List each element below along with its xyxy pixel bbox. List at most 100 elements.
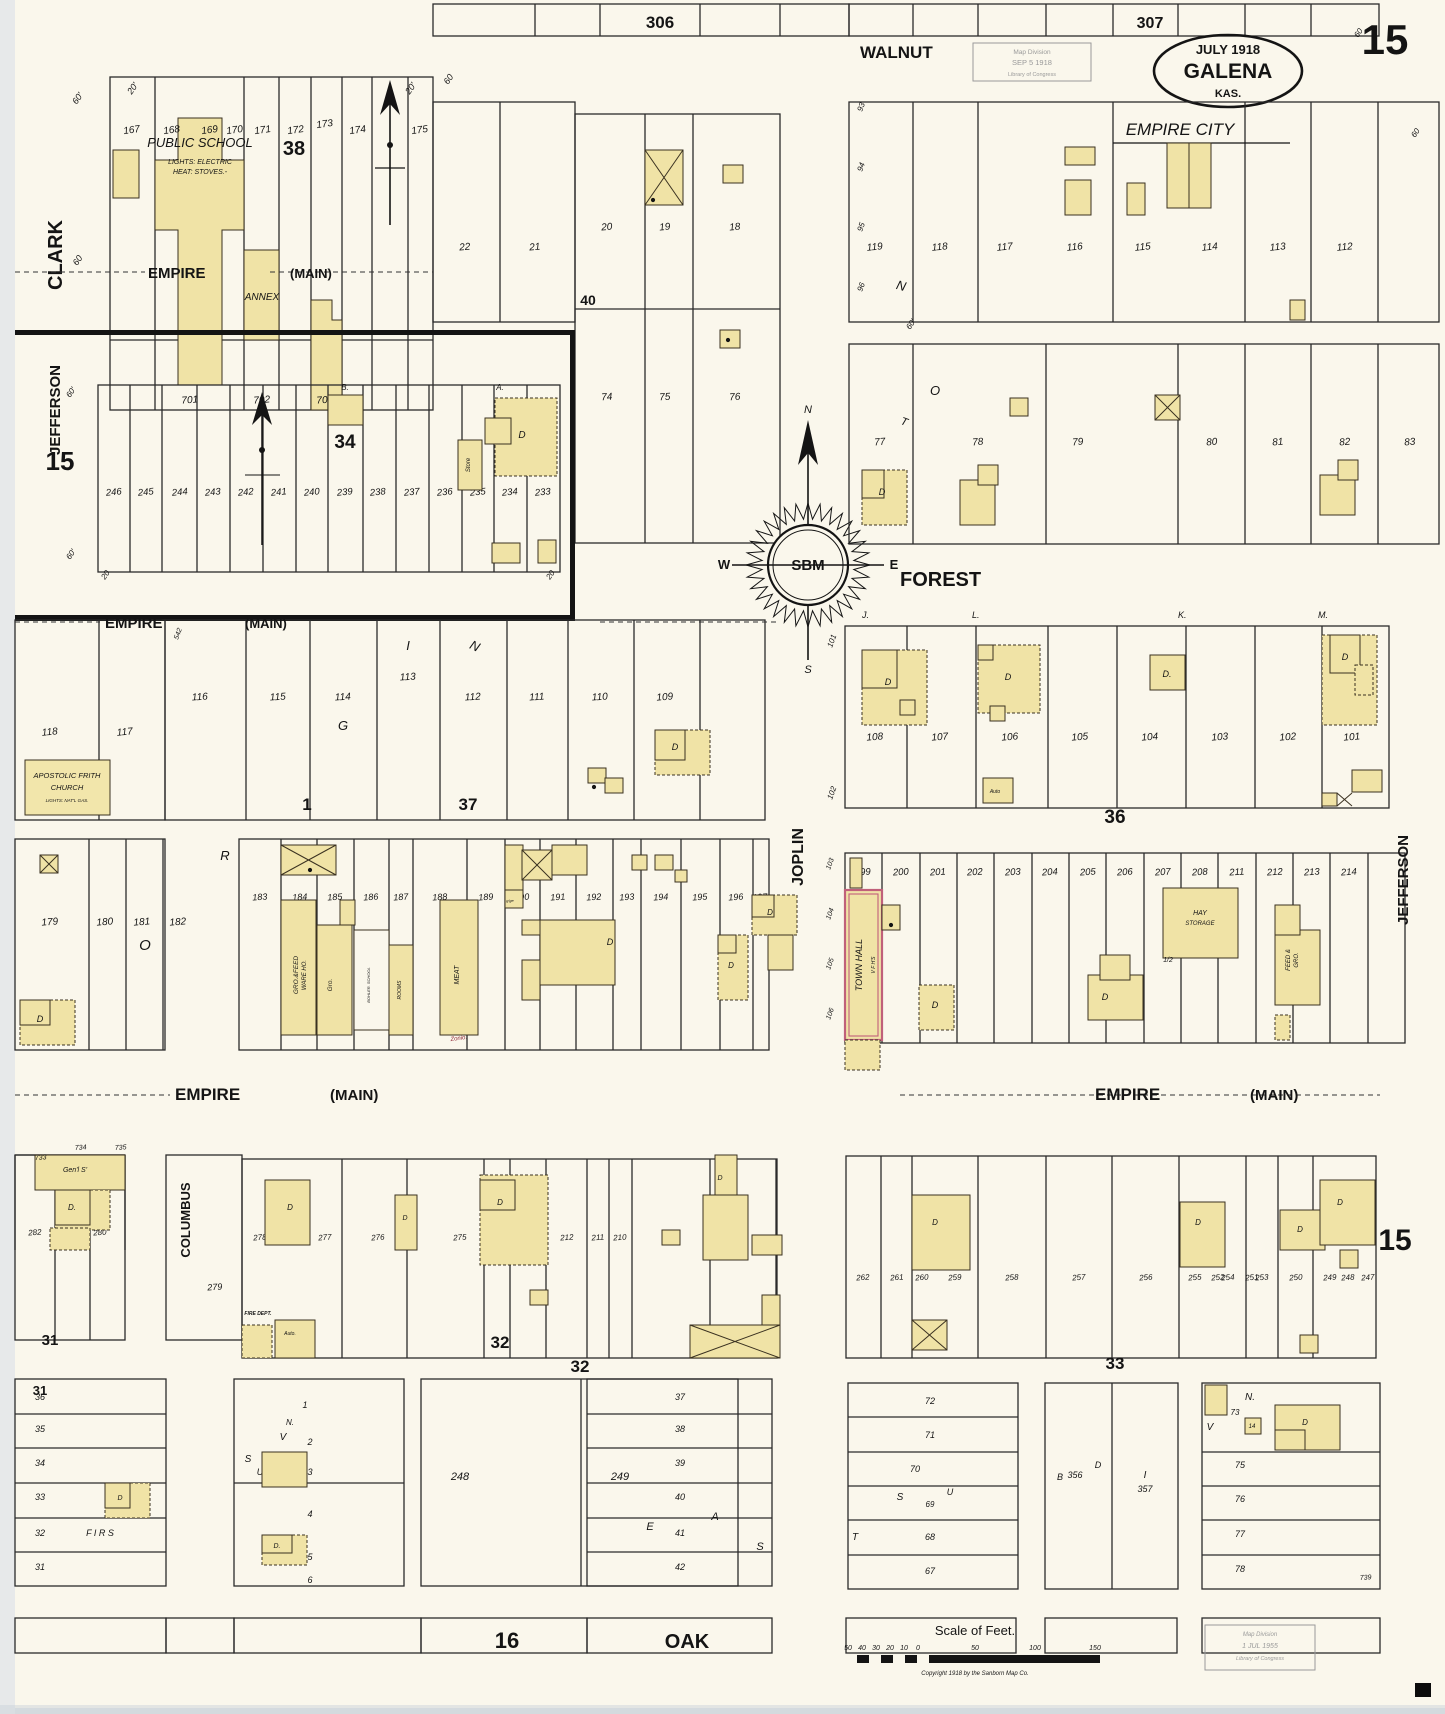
svg-text:306: 306 — [646, 13, 674, 32]
svg-text:196: 196 — [728, 891, 744, 902]
svg-text:70: 70 — [910, 1464, 920, 1474]
svg-text:(MAIN): (MAIN) — [245, 616, 287, 631]
svg-text:40: 40 — [675, 1492, 685, 1502]
svg-text:206: 206 — [1116, 866, 1134, 878]
svg-text:Map Division: Map Division — [1013, 49, 1051, 56]
svg-text:31: 31 — [33, 1383, 47, 1398]
svg-text:238: 238 — [368, 486, 386, 498]
svg-text:68: 68 — [925, 1532, 935, 1542]
svg-text:117: 117 — [996, 241, 1013, 253]
svg-text:D: D — [402, 1215, 407, 1222]
svg-text:116: 116 — [1066, 241, 1083, 253]
svg-text:101: 101 — [1343, 731, 1360, 743]
svg-text:33: 33 — [1106, 1354, 1125, 1373]
svg-text:204: 204 — [1041, 866, 1059, 878]
svg-text:14: 14 — [1249, 1424, 1256, 1430]
svg-text:77: 77 — [1235, 1529, 1246, 1539]
svg-text:JEFFERSON: JEFFERSON — [1395, 835, 1412, 925]
svg-text:GRO.: GRO. — [1294, 952, 1300, 967]
svg-text:S: S — [756, 1541, 764, 1553]
svg-text:245: 245 — [136, 486, 154, 498]
svg-text:HAY: HAY — [1193, 910, 1208, 917]
svg-text:Store: Store — [466, 457, 472, 472]
svg-text:Library of Congress: Library of Congress — [1236, 1656, 1284, 1662]
svg-text:LIGHTS: NAT'L GAS.: LIGHTS: NAT'L GAS. — [46, 798, 89, 803]
svg-text:30: 30 — [872, 1645, 880, 1652]
svg-text:N.: N. — [286, 1418, 294, 1427]
svg-text:BOHLER. SCHOOL: BOHLER. SCHOOL — [366, 967, 371, 1003]
svg-text:244: 244 — [170, 486, 188, 498]
svg-text:31: 31 — [35, 1562, 45, 1572]
svg-text:67: 67 — [925, 1566, 936, 1576]
svg-text:CHURCH: CHURCH — [51, 783, 84, 792]
svg-text:262: 262 — [855, 1273, 870, 1283]
svg-text:205: 205 — [1079, 866, 1097, 878]
svg-text:50: 50 — [971, 1645, 979, 1652]
svg-text:32: 32 — [35, 1528, 45, 1538]
svg-text:249: 249 — [610, 1471, 629, 1483]
svg-text:69: 69 — [926, 1500, 935, 1509]
svg-text:202: 202 — [966, 866, 984, 878]
svg-text:103: 103 — [1211, 731, 1229, 743]
svg-text:81: 81 — [1272, 437, 1284, 449]
svg-text:75: 75 — [659, 392, 671, 404]
svg-text:234: 234 — [500, 486, 518, 498]
svg-text:201: 201 — [929, 866, 947, 878]
svg-text:G: G — [338, 718, 348, 733]
svg-text:187: 187 — [393, 891, 410, 902]
svg-text:D: D — [879, 487, 886, 497]
svg-text:213: 213 — [1303, 866, 1321, 878]
svg-text:Gro.: Gro. — [327, 978, 334, 991]
svg-text:171: 171 — [254, 124, 272, 137]
svg-text:D: D — [1297, 1225, 1303, 1234]
svg-text:V F H'S: V F H'S — [871, 956, 877, 974]
svg-text:O: O — [139, 937, 151, 954]
svg-text:D: D — [37, 1014, 44, 1024]
svg-text:210: 210 — [612, 1233, 627, 1243]
svg-text:77: 77 — [874, 437, 886, 449]
svg-text:72: 72 — [925, 1396, 935, 1406]
svg-text:A.: A. — [495, 383, 504, 392]
svg-text:Copyright 1918 by the Sanborn: Copyright 1918 by the Sanborn Map Co. — [921, 1671, 1028, 1677]
svg-text:192: 192 — [586, 891, 602, 902]
svg-text:ROOMS: ROOMS — [397, 980, 403, 1000]
svg-text:276: 276 — [370, 1233, 385, 1243]
svg-text:APOSTOLIC FRITH: APOSTOLIC FRITH — [33, 771, 102, 780]
svg-text:EMPIRE: EMPIRE — [105, 615, 163, 632]
svg-text:MEAT: MEAT — [454, 965, 461, 985]
svg-text:236: 236 — [435, 486, 453, 498]
svg-text:82: 82 — [1339, 437, 1351, 449]
svg-text:36: 36 — [1104, 807, 1125, 828]
svg-text:33: 33 — [35, 1492, 45, 1502]
svg-text:73: 73 — [1231, 1408, 1240, 1417]
svg-text:193: 193 — [619, 891, 635, 902]
svg-text:250: 250 — [1288, 1273, 1303, 1283]
svg-text:B.: B. — [341, 383, 349, 392]
svg-text:108: 108 — [866, 731, 884, 743]
svg-text:CLARK: CLARK — [45, 219, 67, 290]
svg-text:211: 211 — [1228, 866, 1245, 878]
svg-text:16: 16 — [495, 1628, 519, 1653]
svg-text:241: 241 — [269, 486, 287, 498]
svg-text:FEED &: FEED & — [1286, 949, 1292, 971]
svg-text:76: 76 — [1235, 1494, 1245, 1504]
svg-text:248: 248 — [1340, 1273, 1355, 1283]
svg-text:32: 32 — [491, 1333, 510, 1352]
svg-text:U: U — [947, 1487, 954, 1497]
svg-text:g'ge: g'ge — [506, 898, 514, 903]
svg-text:1 JUL 1955: 1 JUL 1955 — [1242, 1643, 1278, 1650]
svg-text:739: 739 — [1360, 1574, 1372, 1582]
svg-text:249: 249 — [1322, 1273, 1337, 1283]
svg-text:22: 22 — [458, 242, 471, 254]
svg-text:B: B — [1057, 1472, 1063, 1482]
svg-text:78: 78 — [1235, 1564, 1245, 1574]
svg-text:D: D — [1302, 1418, 1308, 1427]
svg-text:115: 115 — [1134, 241, 1151, 253]
svg-text:WALNUT: WALNUT — [860, 43, 933, 62]
svg-text:D: D — [287, 1203, 293, 1212]
svg-text:Map Division: Map Division — [1243, 1632, 1278, 1638]
svg-text:LIGHTS: ELECTRIC: LIGHTS: ELECTRIC — [168, 159, 233, 166]
svg-text:35: 35 — [35, 1424, 46, 1434]
svg-text:243: 243 — [203, 486, 221, 498]
svg-text:D: D — [497, 1198, 503, 1207]
